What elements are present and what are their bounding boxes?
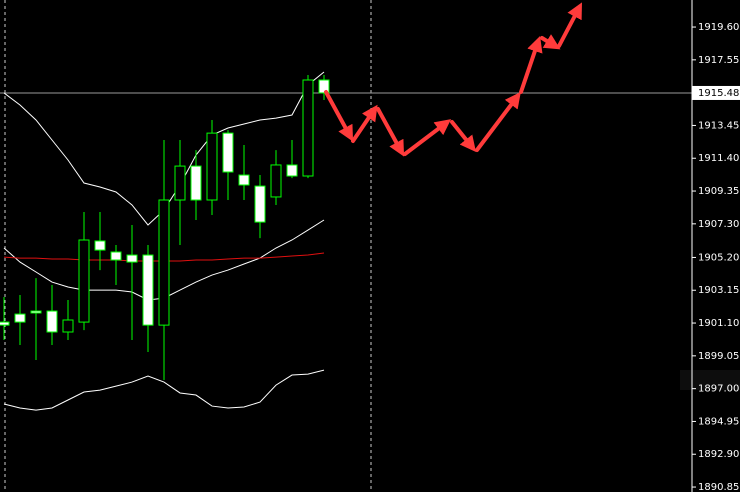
candle-body <box>302 79 314 177</box>
current-price-box <box>692 85 740 100</box>
y-tick-label: 1909.35 <box>698 186 739 197</box>
forecast-arrows <box>324 2 582 157</box>
y-tick-label: 1903.15 <box>698 285 739 296</box>
candle-body <box>126 254 138 263</box>
candle-body <box>78 239 90 323</box>
candle-body <box>142 254 154 326</box>
candle-body <box>254 185 266 223</box>
y-tick-label: 1913.45 <box>698 120 739 131</box>
arrow <box>540 34 561 50</box>
arrow <box>519 35 543 94</box>
arrow <box>450 120 476 152</box>
arrow <box>475 91 521 152</box>
y-tick-label: 1919.60 <box>698 22 739 33</box>
arrow <box>351 104 378 143</box>
y-tick-label: 1907.30 <box>698 219 739 230</box>
y-tick-label: 1890.85 <box>698 482 739 492</box>
candle-body <box>0 321 10 326</box>
indicator-line <box>3 369 325 411</box>
current-price-label: 1915.48 <box>698 88 739 99</box>
faint-box <box>680 370 740 390</box>
y-tick-label: 1917.55 <box>698 55 739 66</box>
arrow <box>376 107 405 157</box>
candle-body <box>286 164 298 177</box>
candle-body <box>30 310 42 314</box>
y-tick-label: 1901.10 <box>698 318 739 329</box>
y-tick-label: 1894.95 <box>698 416 739 427</box>
candle-body <box>174 165 186 201</box>
y-tick-label: 1905.20 <box>698 252 739 263</box>
candle-body <box>206 132 218 201</box>
candle-body <box>190 165 202 201</box>
candle-body <box>94 240 106 251</box>
y-tick-label: 1911.40 <box>698 153 739 164</box>
arrow <box>557 2 582 48</box>
arrow <box>403 119 452 156</box>
candle-body <box>14 313 26 323</box>
price-scale: 1919.60 1917.55 1913.45 1911.40 1909.35 1907.… <box>692 22 740 492</box>
candle-body <box>46 310 58 333</box>
y-tick-label: 1897.00 <box>698 384 739 395</box>
candle-body <box>318 79 330 94</box>
candle-body <box>270 164 282 198</box>
candle-body <box>238 174 250 186</box>
candle-body <box>110 251 122 261</box>
y-tick-label: 1892.90 <box>698 449 739 460</box>
candle-body <box>62 319 74 333</box>
arrow <box>324 90 354 142</box>
candle-body <box>222 132 234 173</box>
y-tick-label: 1899.05 <box>698 351 739 362</box>
plot-area <box>0 71 692 411</box>
candle-body <box>158 199 170 326</box>
